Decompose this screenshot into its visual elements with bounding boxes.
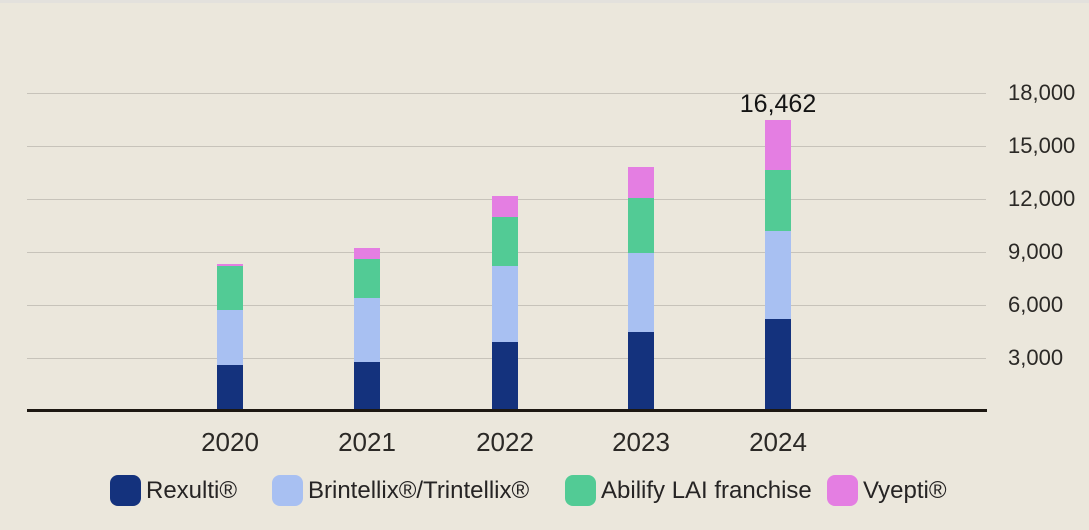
bar-segment: [217, 266, 243, 311]
bar-segment: [628, 198, 654, 253]
legend-item: Vyepti®: [827, 475, 947, 506]
legend-label: Rexulti®: [146, 476, 238, 504]
bar-segment: [217, 365, 243, 411]
bar-segment: [492, 195, 518, 217]
gridline: [27, 93, 986, 94]
legend-swatch-icon: [110, 475, 141, 506]
bar-segment: [765, 319, 791, 411]
x-axis-tick-label: 2020: [201, 427, 259, 457]
x-axis-line: [27, 409, 987, 412]
bar-2024: [765, 120, 791, 411]
y-axis-tick-label: 9,000: [1008, 239, 1064, 264]
legend-item: Brintellix®/Trintellix®: [272, 475, 529, 506]
bar-segment: [765, 231, 791, 320]
bar-2021: [354, 248, 380, 411]
x-axis-tick-label: 2021: [338, 427, 396, 457]
legend-swatch-icon: [565, 475, 596, 506]
y-axis-tick-label: 12,000: [1008, 186, 1076, 211]
bar-2023: [628, 167, 654, 411]
bar-2020: [217, 263, 243, 411]
total-data-label: 16,462: [739, 90, 817, 118]
legend-swatch-icon: [827, 475, 858, 506]
legend-item: Abilify LAI franchise: [565, 475, 812, 506]
legend-label: Abilify LAI franchise: [601, 476, 812, 504]
x-axis-tick-label: 2022: [476, 427, 534, 457]
y-axis-tick-label: 15,000: [1008, 133, 1076, 158]
x-axis-tick-label: 2023: [612, 427, 670, 457]
bar-segment: [492, 342, 518, 411]
bar-segment: [765, 120, 791, 170]
legend-item: Rexulti®: [110, 475, 237, 506]
bar-segment: [217, 310, 243, 366]
bar-segment: [354, 259, 380, 298]
legend-swatch-icon: [272, 475, 303, 506]
bar-segment: [492, 216, 518, 267]
legend-label: Vyepti®: [863, 476, 947, 504]
bar-segment: [354, 248, 380, 260]
bar-segment: [765, 169, 791, 232]
legend-label: Brintellix®/Trintellix®: [308, 476, 530, 504]
y-axis-tick-label: 3,000: [1008, 345, 1064, 370]
bar-segment: [354, 361, 380, 411]
y-axis-tick-label: 18,000: [1008, 80, 1076, 105]
top-strip: [0, 0, 1089, 3]
bar-segment: [492, 266, 518, 343]
bar-segment: [628, 252, 654, 333]
y-axis-tick-label: 6,000: [1008, 292, 1064, 317]
bar-segment: [628, 167, 654, 199]
gridline: [27, 146, 986, 147]
x-axis-tick-label: 2024: [749, 427, 807, 457]
bar-segment: [354, 297, 380, 362]
bar-segment: [217, 263, 243, 267]
bar-segment: [628, 332, 654, 411]
bar-2022: [492, 195, 518, 411]
